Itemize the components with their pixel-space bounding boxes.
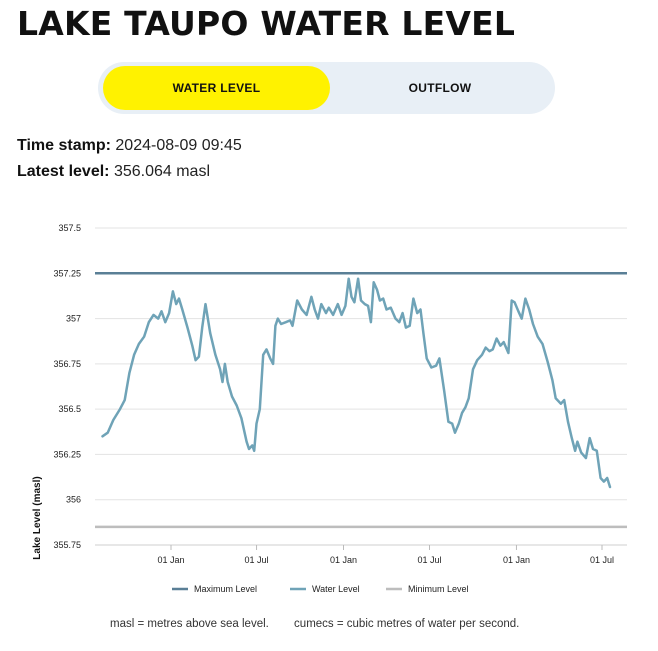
page-title: LAKE TAUPO WATER LEVEL	[17, 4, 516, 43]
legend-label-minimum-level: Minimum Level	[408, 584, 469, 594]
tab-water-level[interactable]: WATER LEVEL	[103, 66, 330, 110]
y-tick-label: 356.5	[58, 404, 81, 414]
y-tick-label: 356	[66, 495, 81, 505]
timestamp-label: Time stamp:	[17, 137, 111, 154]
y-tick-label: 357.25	[53, 268, 81, 278]
timestamp-value: 2024-08-09 09:45	[115, 137, 242, 154]
latest-level-value: 356.064 masl	[113, 163, 210, 180]
x-tick-label: 01 Jan	[157, 555, 184, 565]
legend-label-maximum-level: Maximum Level	[194, 584, 257, 594]
footnote: masl = metres above sea level. cumecs = …	[110, 618, 541, 630]
x-tick-label: 01 Jan	[330, 555, 357, 565]
view-tabs: WATER LEVEL OUTFLOW	[98, 62, 555, 114]
x-tick-label: 01 Jan	[503, 555, 530, 565]
water-level-chart: 357.5 357.25 357 356.75 356.5 356.25 356 355.75…	[32, 223, 627, 594]
footnote-cumecs: cumecs = cubic metres of water per secon…	[294, 618, 520, 630]
latest-level-label: Latest level:	[17, 163, 110, 180]
latest-level-row: Latest level: 356.064 masl	[17, 163, 210, 181]
y-axis-label: Lake Level (masl)	[32, 476, 43, 559]
y-tick-label: 357.5	[58, 223, 81, 233]
y-tick-label: 355.75	[53, 540, 81, 550]
x-tick-label: 01 Jul	[417, 555, 441, 565]
x-tick-label: 01 Jul	[245, 555, 269, 565]
tab-outflow[interactable]: OUTFLOW	[408, 81, 472, 95]
x-tick-label: 01 Jul	[590, 555, 614, 565]
y-tick-label: 356.75	[53, 359, 81, 369]
legend-label-water-level: Water Level	[312, 584, 360, 594]
water-level-line	[101, 277, 612, 489]
timestamp-row: Time stamp: 2024-08-09 09:45	[17, 137, 242, 155]
y-tick-label: 357	[66, 314, 81, 324]
y-tick-label: 356.25	[53, 449, 81, 459]
footnote-masl: masl = metres above sea level.	[110, 618, 269, 630]
